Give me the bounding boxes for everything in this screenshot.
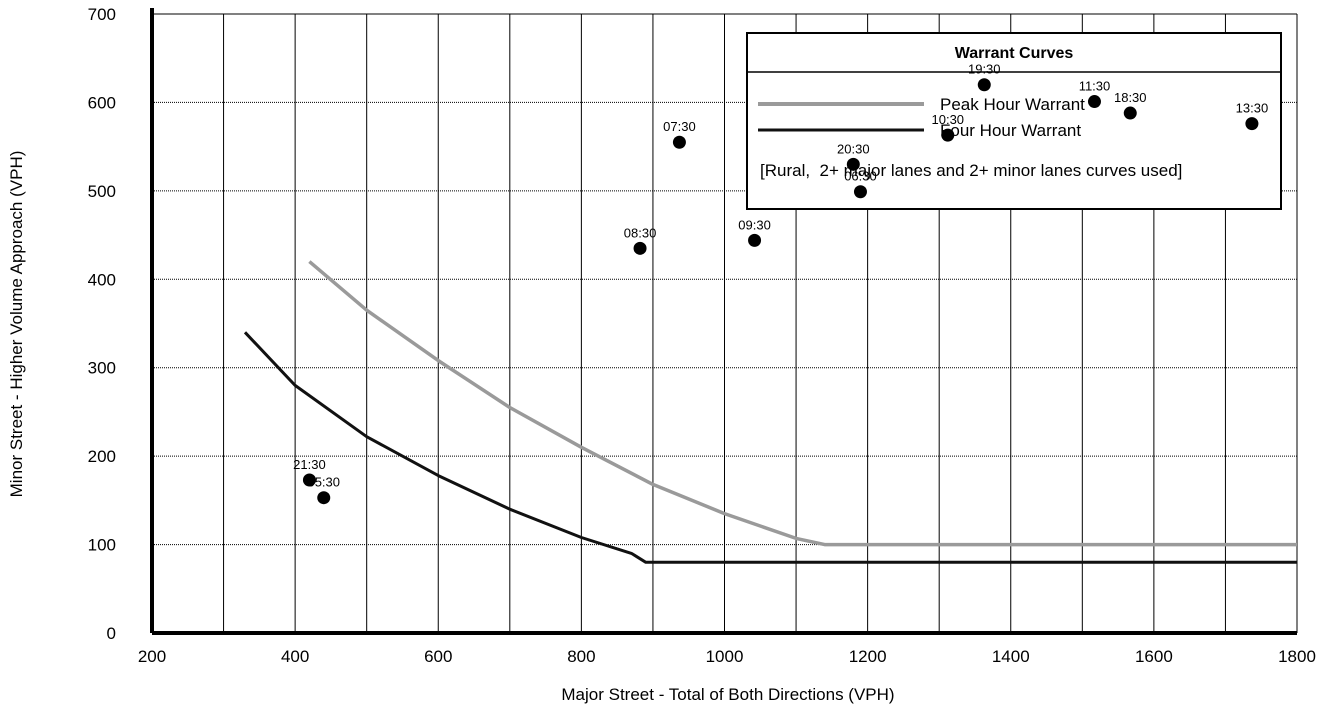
data-point — [748, 233, 762, 247]
legend: Warrant Curves Peak Hour Warrant Four Ho… — [746, 32, 1282, 210]
x-tick-label: 1800 — [1278, 647, 1316, 666]
x-tick-label: 200 — [138, 647, 166, 666]
legend-entry-four-hour: Four Hour Warrant — [940, 121, 1081, 140]
observed-points: 21:30 05:30 08:30 07:30 09:30 20:30 06:30 10:30… — [293, 62, 1269, 505]
y-tick-label: 500 — [88, 182, 116, 201]
x-tick-label: 600 — [424, 647, 452, 666]
data-point-label: 06:30 — [844, 169, 877, 184]
data-point — [672, 135, 686, 149]
four-hour-warrant-curve — [243, 331, 1297, 564]
data-point-label: 07:30 — [663, 119, 696, 134]
data-point-label: 20:30 — [837, 141, 870, 156]
axes — [150, 8, 1297, 635]
legend-entry-peak-hour: Peak Hour Warrant — [940, 95, 1085, 114]
y-tick-label: 400 — [88, 270, 116, 289]
data-point-label: 11:30 — [1079, 79, 1111, 94]
data-point-label: 19:30 — [968, 62, 1001, 77]
data-point-label: 08:30 — [624, 225, 657, 240]
legend-title: Warrant Curves — [955, 45, 1074, 62]
y-tick-label: 200 — [88, 447, 116, 466]
y-axis-label: Minor Street - Higher Volume Approach (V… — [7, 151, 26, 498]
data-point — [317, 491, 331, 505]
data-point-label: 13:30 — [1236, 101, 1269, 116]
data-point — [302, 473, 316, 487]
data-point-label: 10:30 — [932, 112, 965, 127]
data-point — [846, 157, 860, 171]
y-tick-label: 100 — [88, 536, 116, 555]
data-point-label: 09:30 — [738, 217, 771, 232]
legend-box — [746, 32, 1282, 210]
data-point — [1245, 117, 1259, 131]
x-tick-label: 1600 — [1135, 647, 1173, 666]
x-tick-label: 1000 — [706, 647, 744, 666]
x-axis-label: Major Street - Total of Both Directions … — [561, 685, 894, 704]
peak-hour-warrant-curve — [308, 260, 1297, 547]
data-point — [853, 185, 867, 199]
y-tick-label: 600 — [88, 93, 116, 112]
y-tick-label: 0 — [107, 624, 116, 643]
data-point — [633, 241, 647, 255]
legend-note: [Rural, 2+ major lanes and 2+ minor lane… — [760, 161, 1182, 180]
y-tick-label: 700 — [88, 5, 116, 24]
data-point-label: 18:30 — [1114, 90, 1147, 105]
data-point — [1087, 95, 1101, 109]
warrant-curves — [243, 260, 1297, 564]
y-tick-label: 300 — [88, 359, 116, 378]
data-point — [941, 128, 955, 142]
x-tick-label: 800 — [567, 647, 595, 666]
data-point — [977, 78, 991, 92]
data-point-label: 21:30 — [293, 457, 326, 472]
tick-labels: 200 400 600 800 1000 1200 1400 1600 1800 0 100 200 3… — [88, 5, 1316, 666]
data-point-label: 05:30 — [307, 475, 340, 490]
x-tick-label: 1200 — [849, 647, 887, 666]
x-tick-label: 1400 — [992, 647, 1030, 666]
data-point — [1123, 106, 1137, 120]
x-tick-label: 400 — [281, 647, 309, 666]
